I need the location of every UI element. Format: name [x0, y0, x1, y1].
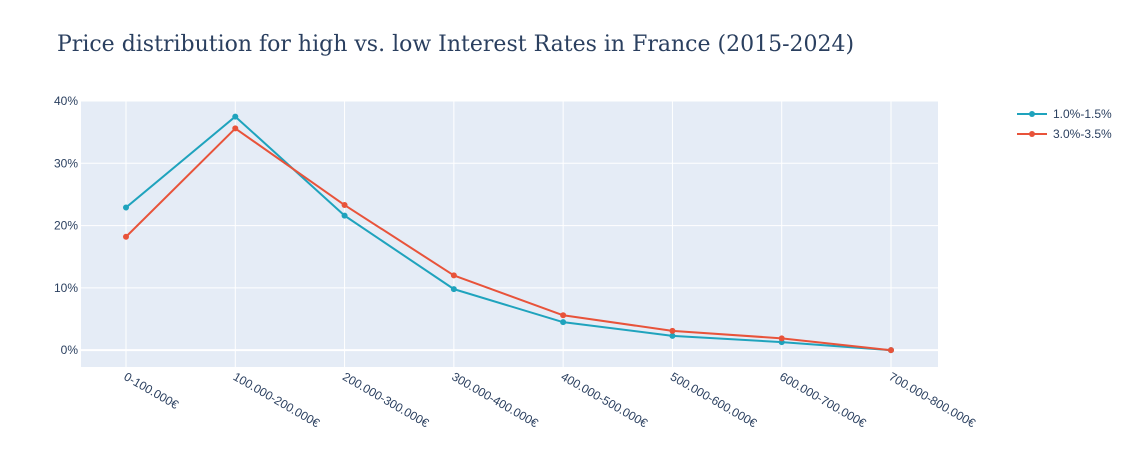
legend: 1.0%-1.5% 3.0%-3.5% — [1017, 107, 1112, 141]
data-point[interactable] — [450, 286, 457, 293]
series-line — [125, 115, 892, 352]
y-tick-label: 30% — [54, 156, 78, 170]
series-group — [123, 113, 894, 354]
x-tick-label: 700.000-800.000€ — [887, 369, 979, 430]
data-point[interactable] — [341, 202, 348, 209]
legend-item[interactable]: 1.0%-1.5% — [1017, 107, 1112, 121]
grid — [81, 100, 938, 367]
data-point[interactable] — [232, 125, 239, 132]
data-point[interactable] — [669, 327, 676, 334]
series-2 — [123, 125, 894, 354]
data-point[interactable] — [888, 347, 894, 354]
plot-area — [81, 101, 938, 367]
data-point[interactable] — [123, 204, 129, 211]
x-tick-label: 300.000-400.000€ — [449, 369, 541, 430]
legend-marker — [1029, 131, 1035, 137]
y-tick-label: 10% — [54, 281, 78, 295]
data-point[interactable] — [560, 319, 567, 326]
y-tick-label: 0% — [61, 343, 79, 357]
series-line — [125, 127, 892, 352]
legend-label: 3.0%-3.5% — [1053, 127, 1112, 141]
x-tick-label: 0-100.000€ — [122, 369, 182, 412]
chart-title: Price distribution for high vs. low Inte… — [57, 32, 854, 57]
data-point[interactable] — [232, 113, 239, 120]
data-point[interactable] — [669, 332, 676, 339]
x-tick-label: 100.000-200.000€ — [231, 369, 323, 430]
x-tick-label: 500.000-600.000€ — [668, 369, 760, 430]
legend-label: 1.0%-1.5% — [1053, 107, 1112, 121]
data-point[interactable] — [123, 233, 129, 240]
data-point[interactable] — [778, 335, 785, 342]
y-axis: 0% 10% 20% 30% 40% — [54, 94, 78, 357]
data-point[interactable] — [341, 212, 348, 219]
data-point[interactable] — [450, 272, 457, 279]
data-point[interactable] — [560, 312, 567, 319]
x-axis: 0-100.000€ 100.000-200.000€ 200.000-300.00… — [122, 369, 979, 430]
y-tick-label: 20% — [54, 219, 78, 233]
x-tick-label: 200.000-300.000€ — [340, 369, 432, 430]
legend-item[interactable]: 3.0%-3.5% — [1017, 127, 1112, 141]
y-tick-label: 40% — [54, 94, 78, 108]
legend-marker — [1029, 111, 1035, 117]
x-tick-label: 400.000-500.000€ — [559, 369, 651, 430]
x-tick-label: 600.000-700.000€ — [777, 369, 869, 430]
